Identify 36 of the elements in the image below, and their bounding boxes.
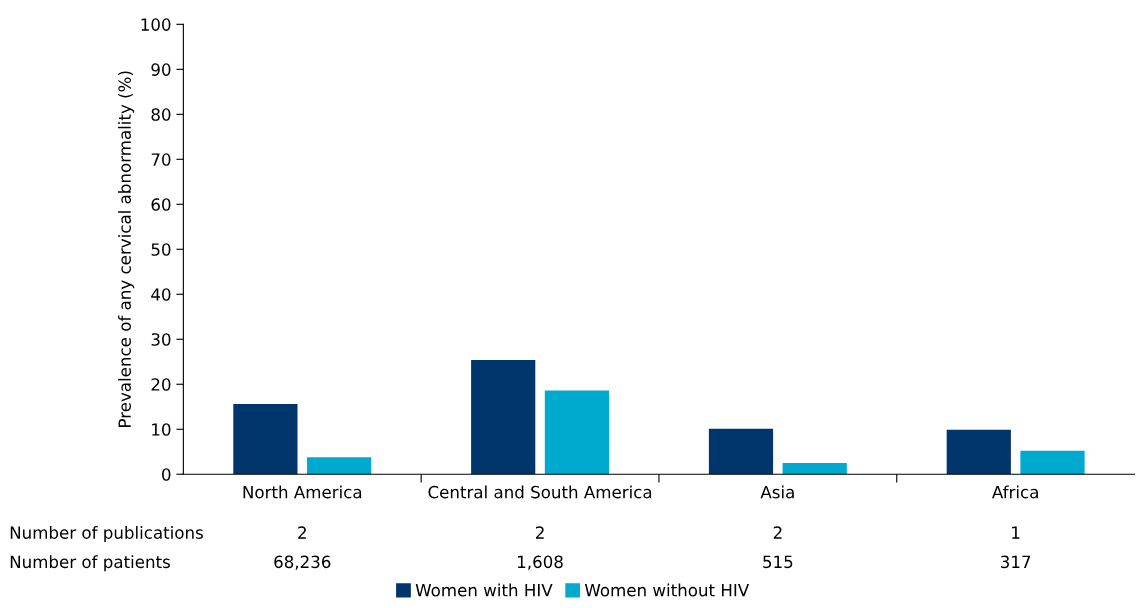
bar [708,428,774,475]
text: 68,236 [274,555,331,570]
y-tick-label: 40 [151,288,171,301]
y-tick-label: 70 [151,153,171,166]
bar [782,462,847,475]
y-tick-label: 10 [152,423,171,436]
legend-label: Women without HIV [584,583,750,597]
text: 2 [535,526,544,539]
bar [544,390,610,475]
x-tick-label: North America [243,485,362,499]
text: Number of patients [10,555,170,572]
text: 317 [1001,555,1031,569]
x-tick-label: Asia [760,485,794,499]
x-tick-label: Africa [992,485,1038,499]
text: 1 [1012,526,1020,539]
text: 515 [763,555,793,569]
y-tick-label: 0 [162,468,171,481]
bar [946,429,1011,475]
text: 2 [773,526,782,539]
bar [471,359,536,475]
text: Number of publications [10,525,203,543]
y-tick-label: 90 [151,63,171,76]
text: 1,608 [518,555,563,570]
y-tick-label: 80 [151,108,171,121]
y-tick-label: 30 [151,333,171,346]
y-tick-label: 50 [151,243,171,256]
x-tick-label: Central and South America [428,485,652,499]
y-tick-label: 60 [151,198,171,211]
legend-label: Women with HIV [415,583,553,597]
bar [307,457,372,475]
y-tick-label: 100 [141,18,171,31]
bar [1020,450,1085,475]
text: 2 [298,526,306,539]
y-tick-label: 20 [151,378,171,391]
bar [233,404,298,475]
y-axis-title: Prevalence of any cervical abnormality (%) [118,71,135,427]
